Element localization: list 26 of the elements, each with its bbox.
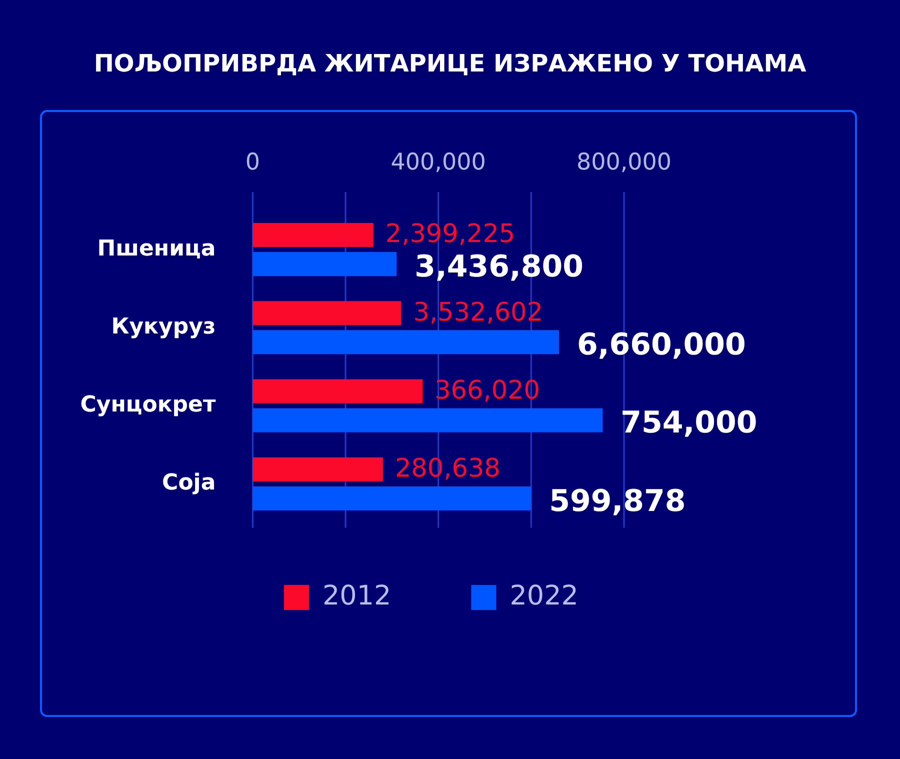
bar	[252, 379, 423, 404]
annotation: 2,399,225	[385, 219, 516, 250]
bar	[252, 330, 560, 354]
y-tick-label: Пшеница	[97, 236, 216, 262]
bar	[252, 252, 397, 276]
x-tick-label: 400,000	[390, 149, 486, 176]
legend-label: 2012	[322, 580, 392, 612]
y-tick-label: Кукуруз	[111, 314, 216, 340]
data-label: 754,000	[620, 406, 758, 441]
y-tick-label: Соја	[162, 470, 216, 496]
annotation: 3,532,602	[413, 297, 543, 328]
annotation: 6,660,000	[577, 328, 746, 363]
x-tick-label: 800,000	[576, 149, 672, 176]
bar	[252, 408, 603, 432]
bar	[252, 301, 402, 326]
chart-title: ПОЉОПРИВРДА ЖИТАРИЦЕ ИЗРАЖЕНО У ТОНАМА	[94, 50, 807, 78]
y-tick-label: Сунцокрет	[80, 392, 216, 418]
data-label: 599,878	[549, 484, 686, 519]
data-label: 366,020	[434, 375, 540, 406]
bar	[252, 223, 374, 248]
legend-label: 2022	[510, 580, 578, 612]
bar	[252, 486, 532, 510]
data-label: 280,638	[394, 454, 500, 484]
x-tick-label: 0	[245, 149, 260, 176]
bar	[252, 457, 383, 482]
annotation: 3,436,800	[414, 249, 584, 284]
